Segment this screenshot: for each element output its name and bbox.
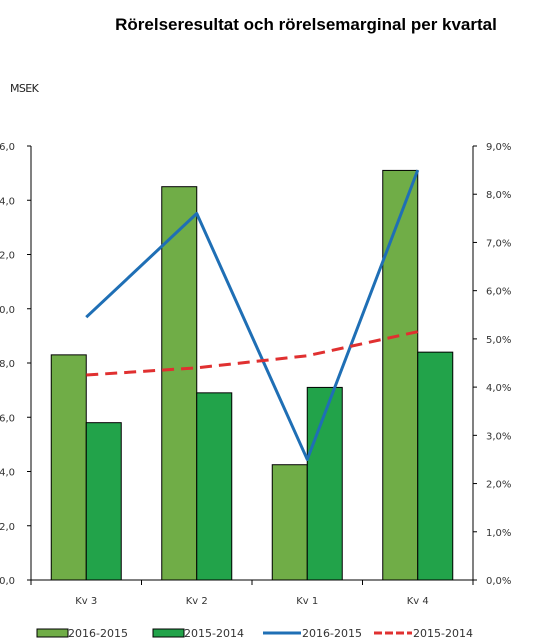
right-tick-label: 2,0% (486, 480, 511, 491)
left-tick-label: 2,0 (0, 522, 15, 533)
bar-series1-1 (161, 186, 198, 581)
right-tick-label: 6,0% (486, 287, 511, 298)
category-label: Kv 3 (75, 596, 97, 607)
x-axis: Kv 3 Kv 2 Kv 1 Kv 4 (30, 579, 474, 607)
right-tick-label: 9,0% (486, 142, 511, 153)
right-axis: 9,0% 8,0% 7,0% 6,0% 5,0% 4,0% 3,0% 2,0% 1,0% 0,0% (472, 142, 511, 587)
legend-label-4: 2015-2014 (413, 627, 473, 640)
legend-label-2: 2015-2014 (184, 627, 244, 640)
bar-series2-1 (196, 392, 233, 581)
left-tick-label: 6,0 (0, 413, 15, 424)
left-tick-label: 0,0 (0, 576, 15, 587)
right-tick-label: 3,0% (486, 431, 511, 442)
left-tick-label: 4,0 (0, 468, 15, 479)
line-series-1 (85, 169, 420, 461)
bar-series1-2 (271, 464, 308, 581)
bar-series1-0 (50, 354, 87, 581)
left-tick-label: 16,0 (0, 142, 15, 153)
right-tick-label: 0,0% (486, 576, 511, 587)
category-label: Kv 4 (407, 596, 429, 607)
bar-series2-3 (417, 351, 454, 581)
plot-area (50, 169, 454, 581)
right-tick-label: 5,0% (486, 335, 511, 346)
left-tick-label: 14,0 (0, 196, 15, 207)
legend-swatch-1 (36, 628, 69, 638)
right-tick-label: 1,0% (486, 528, 511, 539)
bar-series2-2 (306, 386, 343, 581)
legend-label-3: 2016-2015 (302, 627, 362, 640)
category-label: Kv 2 (186, 596, 208, 607)
chart-title: Rörelseresultat och rörelsemarginal per … (115, 15, 497, 34)
legend: 2016-2015 2015-2014 2016-2015 2015-2014 (36, 627, 473, 640)
bar-series2-0 (85, 422, 122, 581)
legend-swatch-2 (152, 628, 185, 638)
legend-label-1: 2016-2015 (68, 627, 128, 640)
left-axis: 16,0 14,0 12,0 10,0 8,0 6,0 4,0 2,0 0,0 (0, 142, 32, 587)
right-tick-label: 8,0% (486, 190, 511, 201)
left-tick-label: 8,0 (0, 359, 15, 370)
unit-label: MSEK (10, 82, 40, 95)
left-tick-label: 10,0 (0, 305, 15, 316)
right-tick-label: 7,0% (486, 238, 511, 249)
right-tick-label: 4,0% (486, 383, 511, 394)
bar-series1-3 (382, 169, 419, 581)
category-label: Kv 1 (296, 596, 318, 607)
left-tick-label: 12,0 (0, 251, 15, 262)
